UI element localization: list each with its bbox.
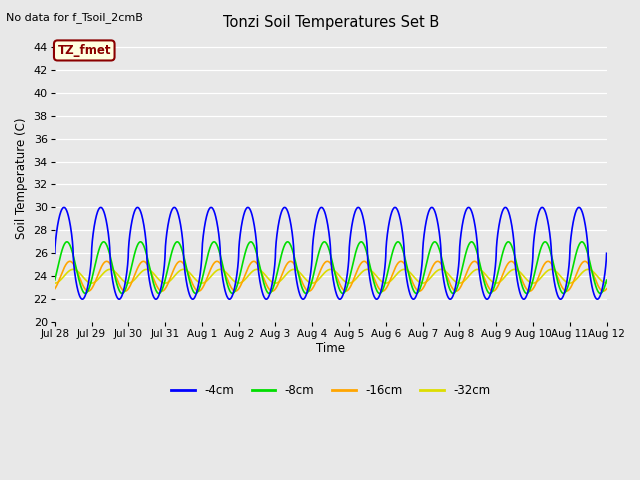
Title: Tonzi Soil Temperatures Set B: Tonzi Soil Temperatures Set B bbox=[223, 15, 439, 30]
Text: TZ_fmet: TZ_fmet bbox=[58, 44, 111, 57]
X-axis label: Time: Time bbox=[316, 342, 345, 355]
Y-axis label: Soil Temperature (C): Soil Temperature (C) bbox=[15, 118, 28, 240]
Text: No data for f_Tsoil_2cmB: No data for f_Tsoil_2cmB bbox=[6, 12, 143, 23]
Legend: -4cm, -8cm, -16cm, -32cm: -4cm, -8cm, -16cm, -32cm bbox=[166, 380, 495, 402]
